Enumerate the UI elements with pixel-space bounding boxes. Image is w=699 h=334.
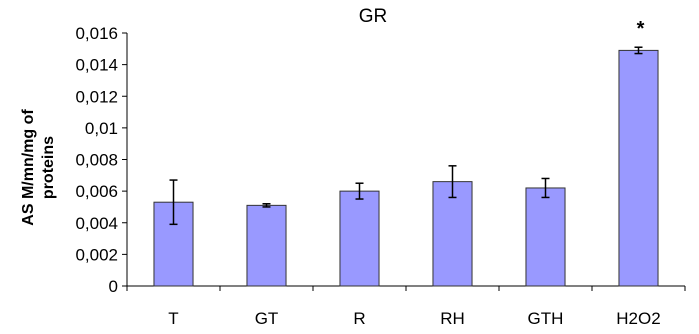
bar bbox=[432, 181, 473, 287]
x-tick-label: GTH bbox=[528, 309, 564, 328]
x-tick-label: RH bbox=[440, 309, 465, 328]
y-axis-label-line-2: proteins bbox=[40, 136, 57, 199]
y-tick-label: 0,002 bbox=[75, 245, 118, 264]
y-tick-label: 0,01 bbox=[85, 119, 118, 138]
y-tick-label: 0,008 bbox=[75, 151, 118, 170]
x-tick-label: T bbox=[168, 309, 178, 328]
x-axis bbox=[126, 285, 686, 291]
bar bbox=[525, 187, 566, 287]
y-tick-label: 0,014 bbox=[75, 56, 118, 75]
bars-group: T GT R RH GTH H2O2 * bbox=[153, 18, 661, 328]
x-tick-label: H2O2 bbox=[616, 309, 660, 328]
significance-marker: * bbox=[637, 18, 645, 40]
bar bbox=[618, 49, 659, 287]
y-tick-label: 0,016 bbox=[75, 24, 118, 43]
x-tick-label: GT bbox=[255, 309, 279, 328]
y-tick-label: 0,004 bbox=[75, 214, 118, 233]
y-axis: 0 0,002 0,004 0,006 0,008 0,01 0,012 0,014 0,016 bbox=[75, 24, 128, 296]
bar bbox=[246, 204, 287, 287]
chart-title: GR bbox=[359, 6, 388, 27]
x-tick-label: R bbox=[353, 309, 365, 328]
bar bbox=[339, 190, 380, 287]
y-tick-label: 0,012 bbox=[75, 87, 118, 106]
y-tick-label: 0 bbox=[109, 277, 118, 296]
y-tick-label: 0,006 bbox=[75, 182, 118, 201]
y-axis-label-line-1: AS M/mn/mg of bbox=[20, 109, 37, 226]
